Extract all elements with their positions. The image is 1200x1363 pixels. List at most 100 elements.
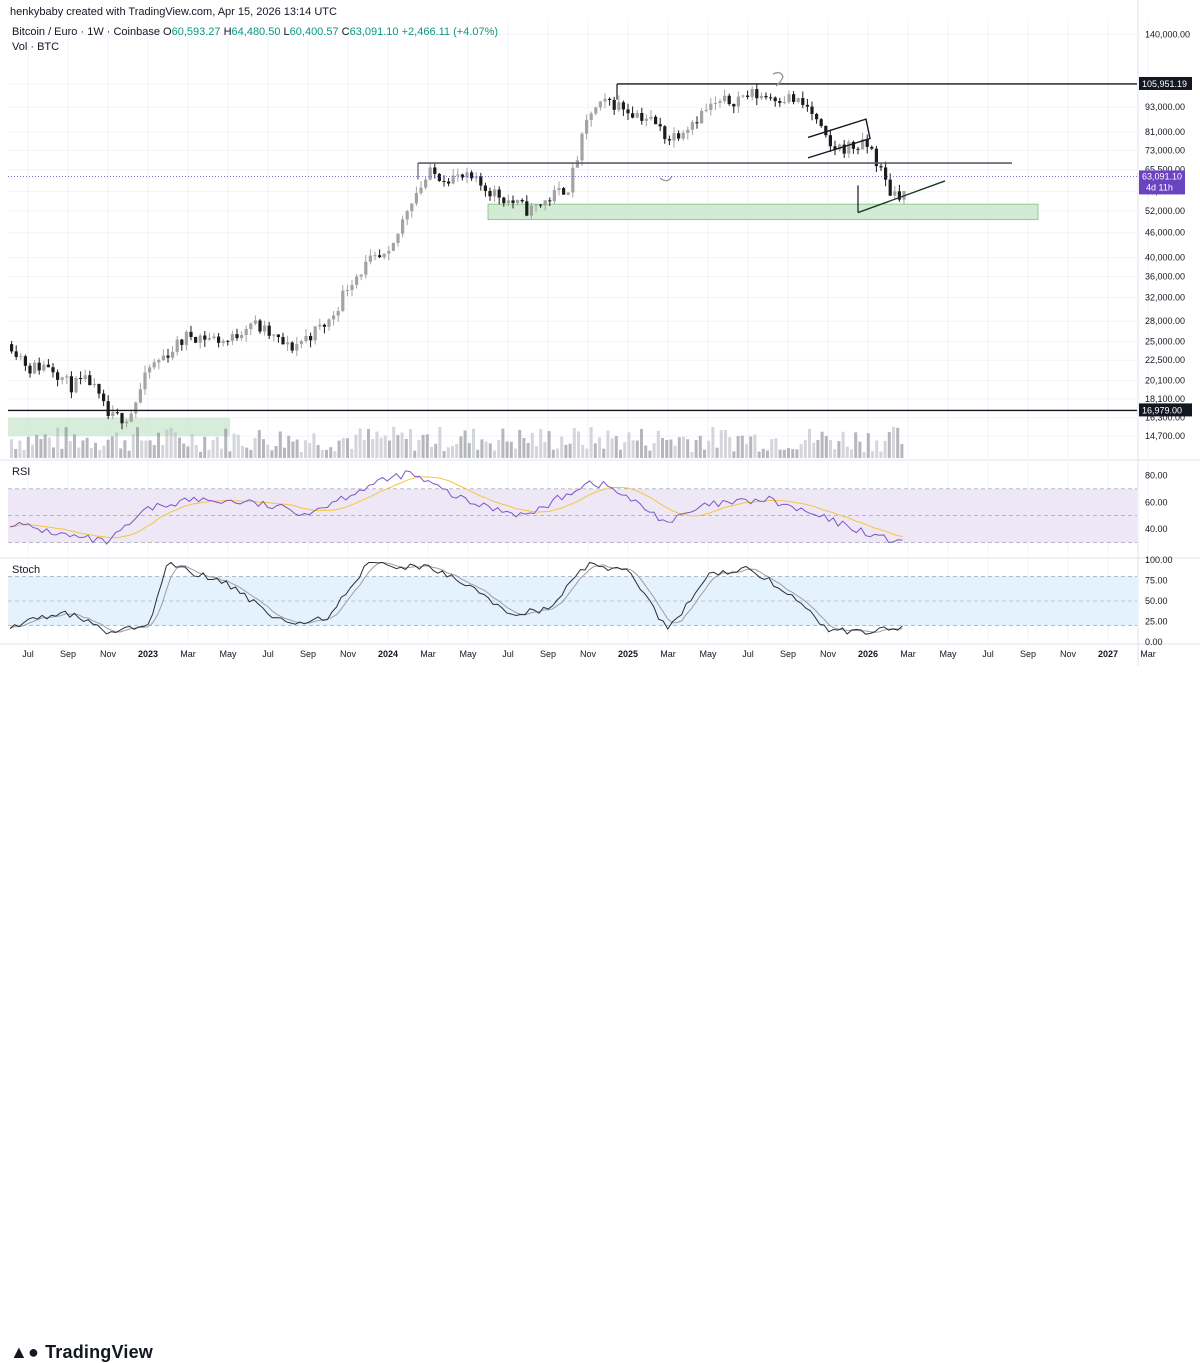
candle-body — [198, 335, 202, 343]
time-axis-label: 2024 — [378, 649, 398, 659]
candle-body — [764, 95, 768, 98]
candle-body — [194, 336, 198, 343]
time-axis-label: Nov — [100, 649, 117, 659]
volume-bar — [556, 448, 559, 458]
candle-body — [74, 377, 78, 393]
candle-body — [861, 139, 865, 150]
candle-body — [83, 375, 87, 380]
candle-body — [244, 329, 248, 336]
candle-body — [226, 340, 230, 342]
candle-body — [184, 331, 188, 345]
volume-bar — [110, 436, 114, 458]
price-axis-label: 52,000.00 — [1145, 206, 1185, 216]
candle-body — [14, 351, 18, 357]
candle-body — [433, 167, 437, 174]
volume-bar — [480, 439, 484, 458]
candle-body — [212, 336, 216, 338]
candle-body — [171, 351, 175, 358]
candle-body — [755, 89, 759, 99]
candle-body — [842, 144, 846, 154]
candle-body — [37, 362, 41, 371]
candle-body — [318, 324, 322, 327]
volume-bar — [316, 445, 320, 458]
volume-bar — [308, 443, 312, 458]
volume-bar — [795, 449, 799, 458]
candle-body — [97, 383, 101, 394]
volume-bar — [89, 448, 93, 458]
candle-body — [470, 172, 474, 179]
candle-body — [309, 335, 313, 341]
candle-body — [249, 323, 253, 330]
volume-bar — [81, 440, 85, 458]
candle-body — [148, 367, 152, 373]
open-value: 60,593.27 — [171, 26, 221, 38]
volume-bar — [320, 449, 324, 458]
candle-body — [19, 356, 23, 358]
candle-body — [488, 190, 492, 197]
candle-body — [589, 113, 593, 121]
candle-body — [378, 255, 382, 258]
volume-bar — [10, 439, 13, 458]
volume-bar — [900, 444, 904, 458]
volume-bar — [749, 436, 753, 458]
volume-bar — [85, 437, 89, 458]
candle-body — [322, 324, 326, 327]
volume-bar — [854, 432, 858, 458]
volume-bar — [136, 427, 139, 458]
volume-bar — [472, 428, 475, 458]
candle-body — [667, 139, 671, 141]
volume-bar — [178, 437, 181, 458]
volume-bar — [476, 449, 480, 458]
volume-bar — [505, 441, 509, 458]
candle-body — [42, 364, 46, 371]
volume-bar — [140, 440, 144, 458]
candle-body — [516, 199, 520, 203]
candle-body — [419, 187, 423, 194]
volume-bar — [463, 430, 467, 458]
time-axis-label: Nov — [580, 649, 597, 659]
candle-body — [497, 189, 501, 198]
price-axis-label: 14,700.00 — [1145, 431, 1185, 441]
volume-bar — [509, 441, 513, 458]
stoch-axis-label: 25.00 — [1145, 617, 1168, 627]
candle-body — [746, 95, 750, 97]
candle-body — [479, 176, 483, 186]
volume-bar — [115, 432, 118, 458]
candle-body — [364, 261, 368, 275]
candle-body — [115, 412, 119, 414]
candle-body — [603, 98, 607, 102]
volume-bar — [736, 435, 740, 458]
candle-body — [157, 360, 161, 363]
price-axis-label: 16,300.00 — [1145, 413, 1185, 423]
volume-bar — [18, 440, 22, 458]
volume-bar — [375, 431, 379, 458]
volume-bar — [396, 435, 400, 458]
volume-bar — [161, 444, 165, 458]
volume-bar — [581, 444, 585, 458]
tradingview-logo[interactable]: ▲● TradingView — [10, 1342, 153, 1363]
candle-body — [217, 336, 221, 343]
volume-bar — [560, 436, 564, 458]
candle-body — [161, 355, 165, 361]
candle-body — [207, 337, 211, 340]
candle-body — [166, 355, 170, 358]
candle-body — [805, 104, 809, 107]
low-key: L — [283, 26, 290, 38]
volume-bar — [421, 434, 425, 458]
volume-bar — [148, 440, 152, 458]
price-axis-label: 36,000.00 — [1145, 271, 1185, 281]
volume-bar — [866, 433, 870, 458]
volume-bar — [577, 431, 580, 458]
candle-body — [23, 356, 27, 366]
volume-bar — [274, 446, 278, 458]
volume-bar — [152, 445, 156, 458]
volume-bar — [682, 436, 685, 458]
volume-bar — [291, 441, 295, 458]
candle-body — [750, 89, 754, 97]
volume-bar — [467, 443, 471, 458]
candle-body — [69, 376, 73, 393]
volume-bar — [14, 448, 18, 458]
candle-body — [180, 339, 184, 345]
volume-bar — [728, 437, 732, 458]
candle-body — [713, 102, 717, 104]
